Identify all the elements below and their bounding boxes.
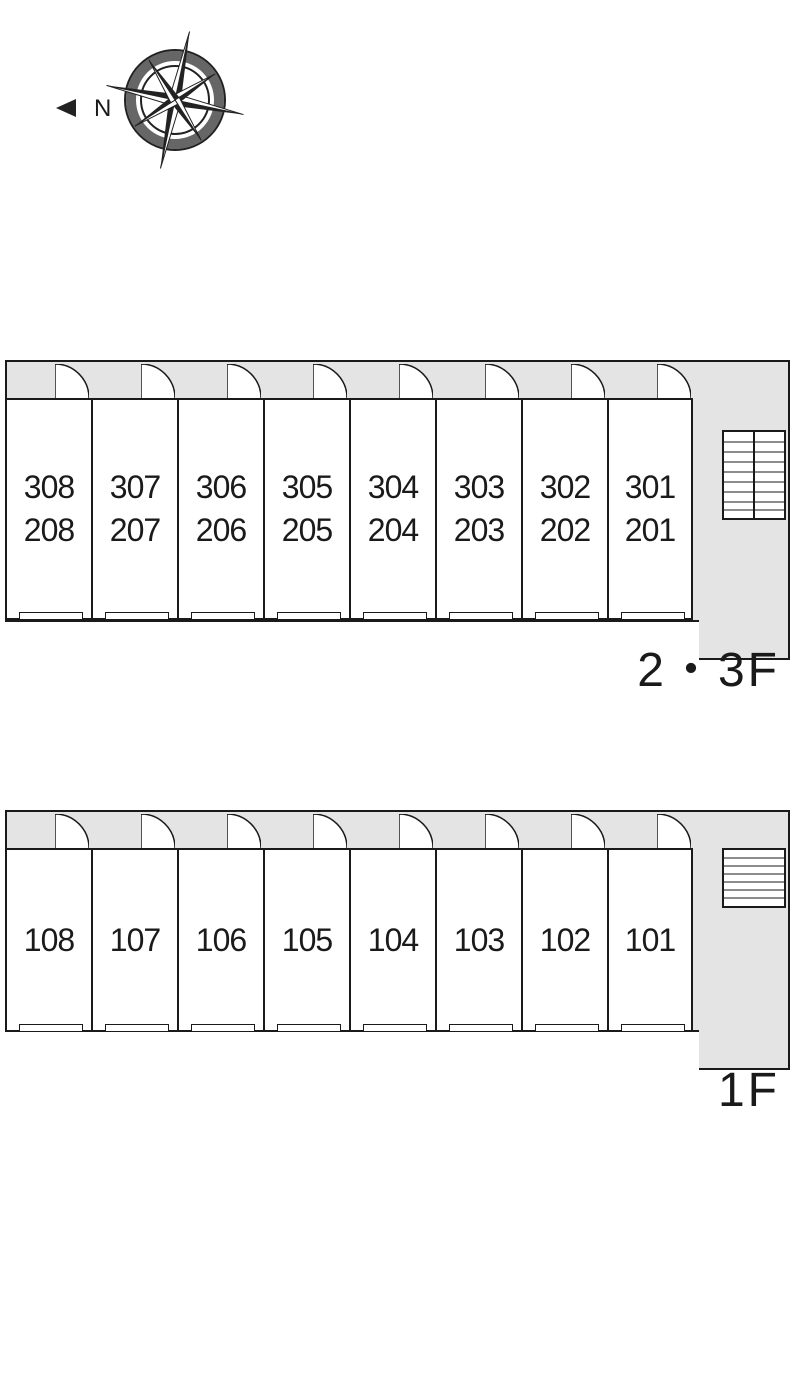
room-number: 201 (625, 512, 675, 549)
room-number: 305 (282, 469, 332, 506)
units-row: 108 107 106 105 104 103 (5, 848, 693, 1032)
compass-rose: N (50, 20, 260, 185)
room-number: 306 (196, 469, 246, 506)
balcony-strip (5, 1030, 699, 1070)
room-number: 101 (625, 922, 675, 959)
window-icon (535, 1024, 599, 1032)
window-icon (105, 612, 169, 620)
room-number: 103 (454, 922, 504, 959)
window-icon (535, 612, 599, 620)
corridor-doors (7, 364, 695, 398)
window-icon (363, 1024, 427, 1032)
unit-108: 108 (5, 848, 91, 1032)
floor-plan-1f: 108 107 106 105 104 103 (5, 810, 790, 1140)
window-icon (105, 1024, 169, 1032)
unit-105: 105 (263, 848, 349, 1032)
window-icon (277, 612, 341, 620)
unit-102: 102 (521, 848, 607, 1032)
room-number: 107 (110, 922, 160, 959)
floor-plan-page: N 308 208 307 207 (0, 0, 800, 1373)
window-icon (277, 1024, 341, 1032)
unit-303-203: 303 203 (435, 398, 521, 620)
unit-107: 107 (91, 848, 177, 1032)
room-number: 108 (24, 922, 74, 959)
room-number: 104 (368, 922, 418, 959)
room-number: 106 (196, 922, 246, 959)
room-number: 303 (454, 469, 504, 506)
window-icon (621, 612, 685, 620)
floor-label: 1F (718, 1063, 780, 1118)
unit-103: 103 (435, 848, 521, 1032)
unit-304-204: 304 204 (349, 398, 435, 620)
room-number: 308 (24, 469, 74, 506)
room-number: 304 (368, 469, 418, 506)
room-number: 203 (454, 512, 504, 549)
room-number: 301 (625, 469, 675, 506)
stairs-icon (722, 848, 786, 908)
unit-307-207: 307 207 (91, 398, 177, 620)
room-number: 206 (196, 512, 246, 549)
window-icon (19, 1024, 83, 1032)
unit-104: 104 (349, 848, 435, 1032)
window-icon (621, 1024, 685, 1032)
room-number: 105 (282, 922, 332, 959)
window-icon (363, 612, 427, 620)
unit-305-205: 305 205 (263, 398, 349, 620)
floor-label: 2・3F (637, 630, 780, 700)
window-icon (449, 612, 513, 620)
room-number: 208 (24, 512, 74, 549)
units-row: 308 208 307 207 306 206 305 205 304 (5, 398, 693, 620)
room-number: 202 (540, 512, 590, 549)
room-number: 307 (110, 469, 160, 506)
unit-101: 101 (607, 848, 693, 1032)
unit-306-206: 306 206 (177, 398, 263, 620)
window-icon (449, 1024, 513, 1032)
unit-308-208: 308 208 (5, 398, 91, 620)
window-icon (191, 612, 255, 620)
compass-n-label: N (94, 95, 111, 122)
room-number: 204 (368, 512, 418, 549)
floor-plan-2-3f: 308 208 307 207 306 206 305 205 304 (5, 360, 790, 690)
unit-106: 106 (177, 848, 263, 1032)
window-icon (19, 612, 83, 620)
room-number: 205 (282, 512, 332, 549)
unit-302-202: 302 202 (521, 398, 607, 620)
room-number: 302 (540, 469, 590, 506)
unit-301-201: 301 201 (607, 398, 693, 620)
stairs-icon (722, 430, 786, 520)
room-number: 207 (110, 512, 160, 549)
room-number: 102 (540, 922, 590, 959)
corridor-doors (7, 814, 695, 848)
balcony-strip (5, 620, 699, 660)
window-icon (191, 1024, 255, 1032)
